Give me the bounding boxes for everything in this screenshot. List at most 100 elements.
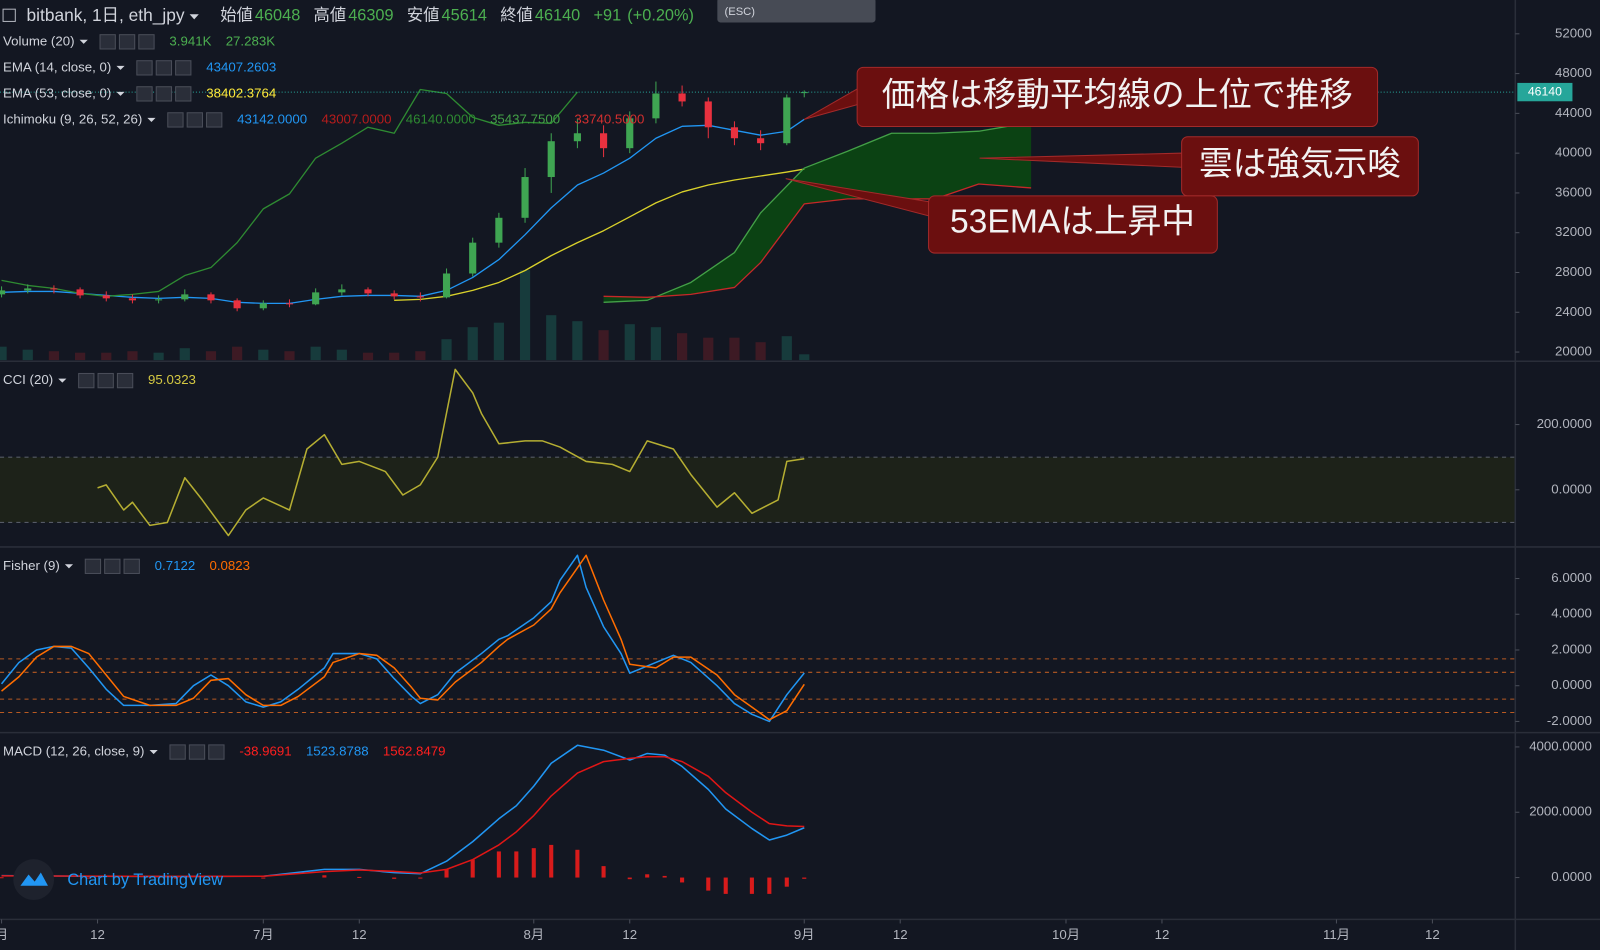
legend-caret[interactable] — [147, 117, 156, 122]
legend-name[interactable]: MACD (12, 26, close, 9) — [3, 744, 144, 759]
x-tick-label: 9月 — [794, 927, 815, 942]
legend-name[interactable]: CCI (20) — [3, 372, 53, 387]
legend-icon[interactable] — [175, 60, 192, 76]
legend-icon[interactable] — [116, 372, 134, 389]
collapse-icon[interactable] — [2, 8, 16, 22]
histogram-bar — [86, 877, 91, 879]
volume-bar — [101, 352, 112, 361]
volume-bar — [441, 339, 452, 361]
legend-caret[interactable] — [79, 39, 88, 44]
histogram-bar — [784, 877, 789, 887]
legend-value: -38.9691 — [239, 744, 291, 759]
candle-body — [259, 303, 267, 309]
candle-body — [573, 133, 581, 142]
pane — [0, 368, 1516, 537]
ohlc-value: 46048 — [255, 7, 300, 25]
y-tick-label: 28000 — [1555, 264, 1592, 279]
tooltip-box — [717, 0, 876, 23]
legend-name[interactable]: Fisher (9) — [3, 558, 60, 573]
x-tick-label: 12 — [1425, 927, 1440, 942]
y-tick-label: 32000 — [1555, 224, 1592, 239]
tooltip-text: (ESC) — [724, 6, 755, 18]
histogram-bar — [322, 875, 327, 878]
legend-icon[interactable] — [136, 86, 153, 102]
legend-icon[interactable] — [118, 34, 136, 50]
histogram-bar — [802, 877, 807, 879]
legend-icon[interactable] — [188, 744, 206, 760]
band — [0, 457, 1516, 523]
y-tick-label: -2.0000 — [1547, 713, 1592, 728]
indicator-line — [1, 554, 805, 721]
volume-bar — [48, 351, 60, 361]
volume-bar — [546, 315, 557, 361]
legend-icon[interactable] — [84, 558, 102, 574]
y-tick-label: 2.0000 — [1551, 641, 1592, 656]
legend-icon[interactable] — [208, 744, 225, 760]
candle-body — [233, 300, 241, 309]
volume-bar — [676, 333, 688, 361]
legend-name[interactable]: EMA (14, close, 0) — [3, 59, 111, 74]
legend-icon[interactable] — [78, 372, 95, 389]
pane — [0, 554, 1516, 723]
candle-body — [442, 273, 451, 298]
legend-name[interactable]: Ichimoku (9, 26, 52, 26) — [3, 111, 142, 126]
candle-body — [704, 101, 712, 128]
candle-body — [652, 93, 660, 119]
callout-box — [928, 195, 1218, 254]
change: +91 — [594, 7, 622, 25]
legend-icon[interactable] — [155, 86, 173, 102]
volume-bar — [336, 349, 347, 361]
legend-icon[interactable] — [138, 34, 155, 50]
legend-icon[interactable] — [104, 558, 121, 574]
legend-icon[interactable] — [169, 744, 186, 760]
legend-value: 43007.0000 — [321, 111, 391, 126]
volume-bar — [519, 270, 531, 361]
legend-icon[interactable] — [175, 86, 192, 102]
histogram-bar — [496, 851, 501, 878]
legend-caret[interactable] — [149, 750, 158, 755]
legend-icon[interactable] — [155, 60, 173, 76]
legend-caret[interactable] — [116, 91, 125, 96]
volume-bar — [389, 352, 400, 361]
legend-icon[interactable] — [123, 558, 140, 574]
legend-name[interactable]: Volume (20) — [3, 33, 74, 48]
price-label-box — [1517, 82, 1573, 102]
legend-value: 38402.3764 — [206, 85, 276, 100]
legend-value: 1523.8788 — [306, 744, 369, 759]
legend-name[interactable]: EMA (53, close, 0) — [3, 85, 111, 100]
volume-bar — [22, 349, 33, 361]
volume-bar — [258, 349, 269, 361]
legend-value: 33740.5000 — [574, 111, 644, 126]
logo-mark — [20, 872, 48, 886]
x-tick-label: 12 — [622, 927, 637, 942]
legend-icon[interactable] — [206, 112, 223, 128]
legend-icon[interactable] — [186, 112, 203, 128]
legend-caret[interactable] — [64, 564, 74, 569]
watermark: Chart by TradingView — [13, 859, 223, 900]
legend-icon[interactable] — [97, 372, 114, 389]
y-tick-label: 4.0000 — [1551, 606, 1592, 621]
legend-caret[interactable] — [116, 65, 125, 70]
legend-icon[interactable] — [136, 60, 153, 76]
y-tick-label: 0.0000 — [1551, 677, 1592, 692]
y-tick-label: 40000 — [1555, 145, 1592, 160]
x-tick-label: 12 — [90, 927, 105, 942]
ohlc-value: 45614 — [442, 7, 487, 25]
histogram-bar — [575, 849, 580, 878]
candle-body — [783, 97, 791, 144]
y-tick-label: 52000 — [1555, 25, 1592, 40]
indicator-line — [1, 744, 805, 878]
symbol-caret[interactable] — [189, 14, 199, 20]
legend-caret[interactable] — [58, 378, 67, 383]
volume-bar — [729, 337, 740, 361]
legend-icon[interactable] — [167, 112, 184, 128]
logo — [13, 859, 55, 900]
legend-icon[interactable] — [99, 34, 116, 50]
watermark-text: Chart by TradingView — [67, 871, 223, 889]
x-tick-label: 月 — [0, 927, 8, 942]
plot-area — [0, 81, 1516, 894]
histogram-bar — [680, 877, 685, 883]
candle-body — [155, 299, 163, 301]
